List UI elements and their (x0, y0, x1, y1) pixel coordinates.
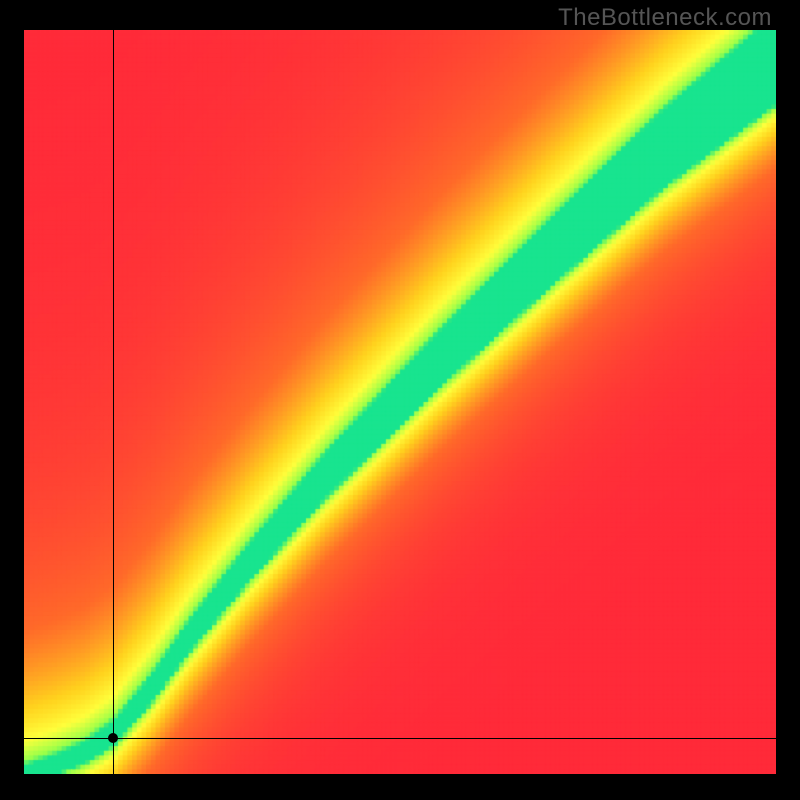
chart-frame: TheBottleneck.com (0, 0, 800, 800)
plot-area (24, 30, 776, 774)
watermark-text: TheBottleneck.com (558, 4, 772, 32)
crosshair-marker (108, 733, 118, 743)
crosshair-horizontal (24, 738, 776, 739)
heatmap-canvas (24, 30, 776, 774)
crosshair-vertical (113, 30, 114, 774)
